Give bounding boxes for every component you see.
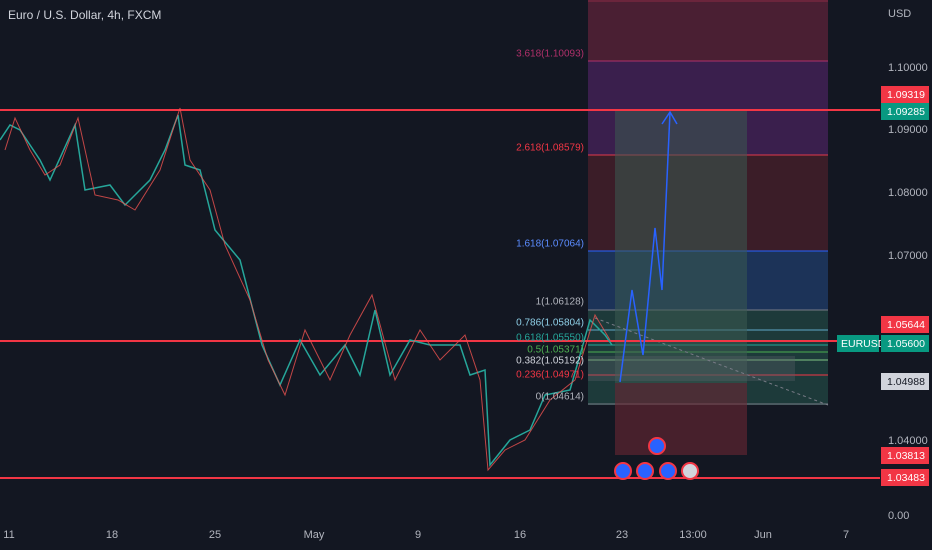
time-tick: 11 bbox=[3, 529, 14, 541]
arrow-head bbox=[661, 110, 678, 125]
tag-bg bbox=[881, 316, 929, 333]
fib-label: 0.786(1.05804) bbox=[516, 318, 584, 329]
fib-label: 2.618(1.08579) bbox=[516, 143, 584, 154]
price-tick: 1.08000 bbox=[888, 187, 928, 199]
fib-label: 1(1.06128) bbox=[536, 297, 584, 308]
price-tag: 1.09285 bbox=[887, 106, 925, 118]
tag-bg bbox=[837, 335, 879, 352]
time-tick: 18 bbox=[106, 529, 118, 541]
range-box bbox=[588, 356, 795, 381]
fib-label: 3.618(1.10093) bbox=[516, 49, 584, 60]
time-tick: 25 bbox=[209, 529, 221, 541]
fib-label: 0(1.04614) bbox=[536, 392, 584, 403]
price-tag: 1.05600 bbox=[887, 338, 925, 350]
events bbox=[614, 437, 699, 480]
tag-bg bbox=[881, 103, 929, 120]
projection-arrow bbox=[619, 111, 671, 383]
event-icon bbox=[648, 437, 666, 455]
price-tags: 1.09319 1.09285 1.05644 EURUSD 1.05600 1… bbox=[837, 86, 929, 486]
loss-zone bbox=[615, 383, 747, 455]
price-tick: 1.07000 bbox=[888, 250, 928, 262]
price-path-wicks bbox=[4, 107, 611, 472]
zone bbox=[588, 0, 828, 61]
price-tag: 1.09319 bbox=[887, 89, 925, 101]
price-tag: 1.04988 bbox=[887, 376, 925, 388]
price-tick: 1.10000 bbox=[888, 62, 928, 74]
symbol-title: Euro / U.S. Dollar, 4h, FXCM bbox=[8, 8, 161, 22]
time-tick: May bbox=[304, 529, 325, 541]
event-icon bbox=[614, 462, 632, 480]
event-icon bbox=[681, 462, 699, 480]
time-tick: 7 bbox=[843, 529, 849, 541]
symbol-tag: EURUSD bbox=[841, 338, 886, 350]
tag-bg bbox=[881, 373, 929, 390]
time-tick: 23 bbox=[616, 529, 628, 541]
tag-bg bbox=[881, 335, 929, 352]
price-path bbox=[0, 114, 613, 468]
tag-bg bbox=[881, 447, 929, 464]
fib-label: 0.5(1.05371) bbox=[527, 345, 584, 356]
tag-bg bbox=[881, 469, 929, 486]
tag-bg bbox=[881, 86, 929, 103]
price-tag: 1.03483 bbox=[887, 472, 925, 484]
price-tick: 1.09000 bbox=[888, 124, 928, 136]
price-tag: 1.05644 bbox=[887, 319, 925, 331]
time-tick: 16 bbox=[514, 529, 526, 541]
fib-label: 0.618(1.05550) bbox=[516, 333, 584, 344]
price-tag: 1.03813 bbox=[887, 450, 925, 462]
fib-label: 1.618(1.07064) bbox=[516, 239, 584, 250]
price-tick: 1.04000 bbox=[888, 435, 928, 447]
price-tick: 0.00 bbox=[888, 510, 909, 522]
time-tick: 13:00 bbox=[679, 529, 707, 541]
time-tick: Jun bbox=[754, 529, 772, 541]
event-icon bbox=[659, 462, 677, 480]
fib-label: 0.236(1.04971) bbox=[516, 370, 584, 381]
event-icon bbox=[636, 462, 654, 480]
profit-zone bbox=[615, 110, 747, 383]
currency-label: USD bbox=[888, 8, 911, 20]
fib-label: 0.382(1.05192) bbox=[516, 356, 584, 367]
time-tick: 9 bbox=[415, 529, 421, 541]
